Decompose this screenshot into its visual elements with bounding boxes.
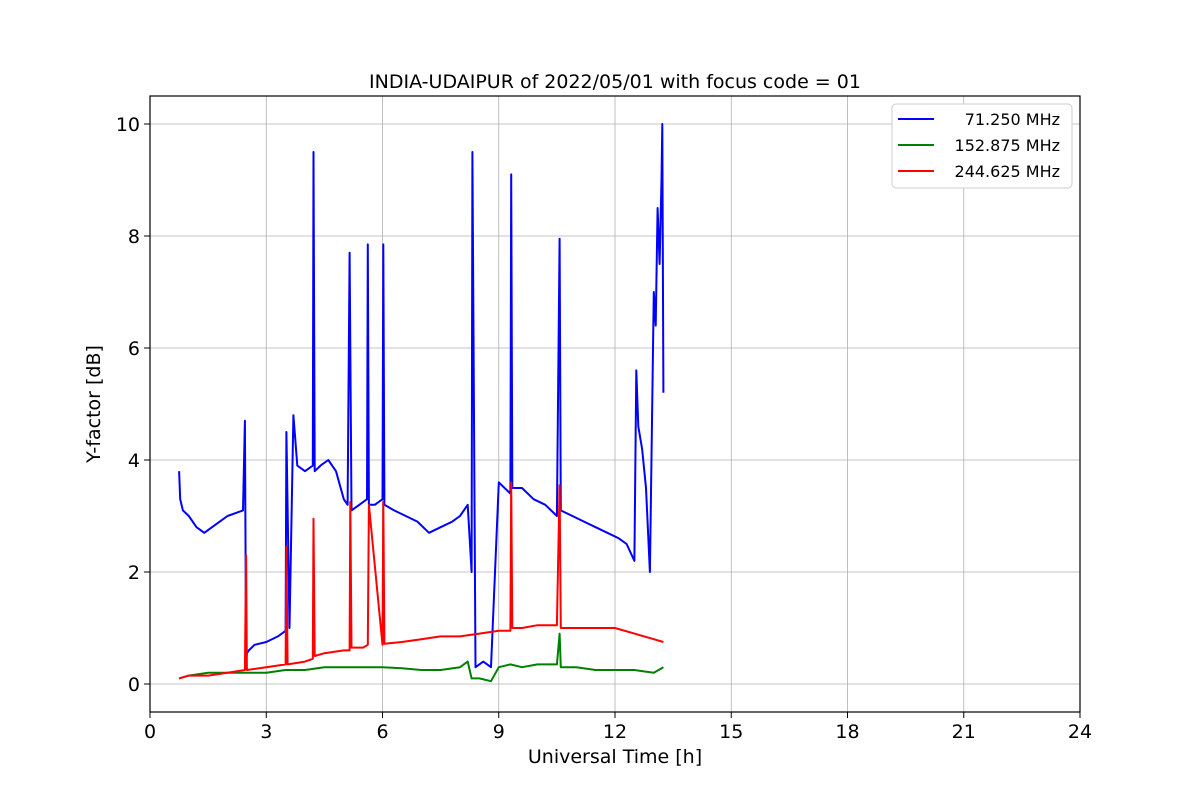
x-tick-label: 6 [376,721,388,743]
x-tick-label: 18 [835,721,859,743]
y-tick-label: 4 [128,450,140,472]
y-tick-label: 8 [128,226,140,248]
legend-label-1: 71.250 MHz [965,110,1060,129]
x-axis-label: Universal Time [h] [528,746,702,768]
series-line-1 [178,123,665,669]
y-tick-label: 6 [128,338,140,360]
y-tick-label: 2 [128,562,140,584]
legend: 71.250 MHz 152.875 MHz 244.625 MHz [891,103,1073,189]
legend-label-3: 244.625 MHz [955,162,1060,181]
chart-title: INDIA-UDAIPUR of 2022/05/01 with focus c… [369,71,861,93]
x-tick-label: 12 [603,721,627,743]
x-tick-label: 0 [144,721,156,743]
y-tick-label: 10 [116,114,140,136]
y-tick-label: 0 [128,674,140,696]
x-tick-label: 3 [260,721,272,743]
y-axis-label: Y-factor [dB] [83,345,105,464]
legend-label-2: 152.875 MHz [955,136,1060,155]
legend-box [891,103,1073,189]
x-tick-label: 21 [952,721,976,743]
series-line-3 [178,481,664,680]
grid [149,96,1081,712]
series-layer [178,123,665,683]
series-line-2 [178,632,664,683]
x-tick-label: 9 [493,721,505,743]
x-tick-label: 15 [719,721,743,743]
x-tick-label: 24 [1068,721,1092,743]
